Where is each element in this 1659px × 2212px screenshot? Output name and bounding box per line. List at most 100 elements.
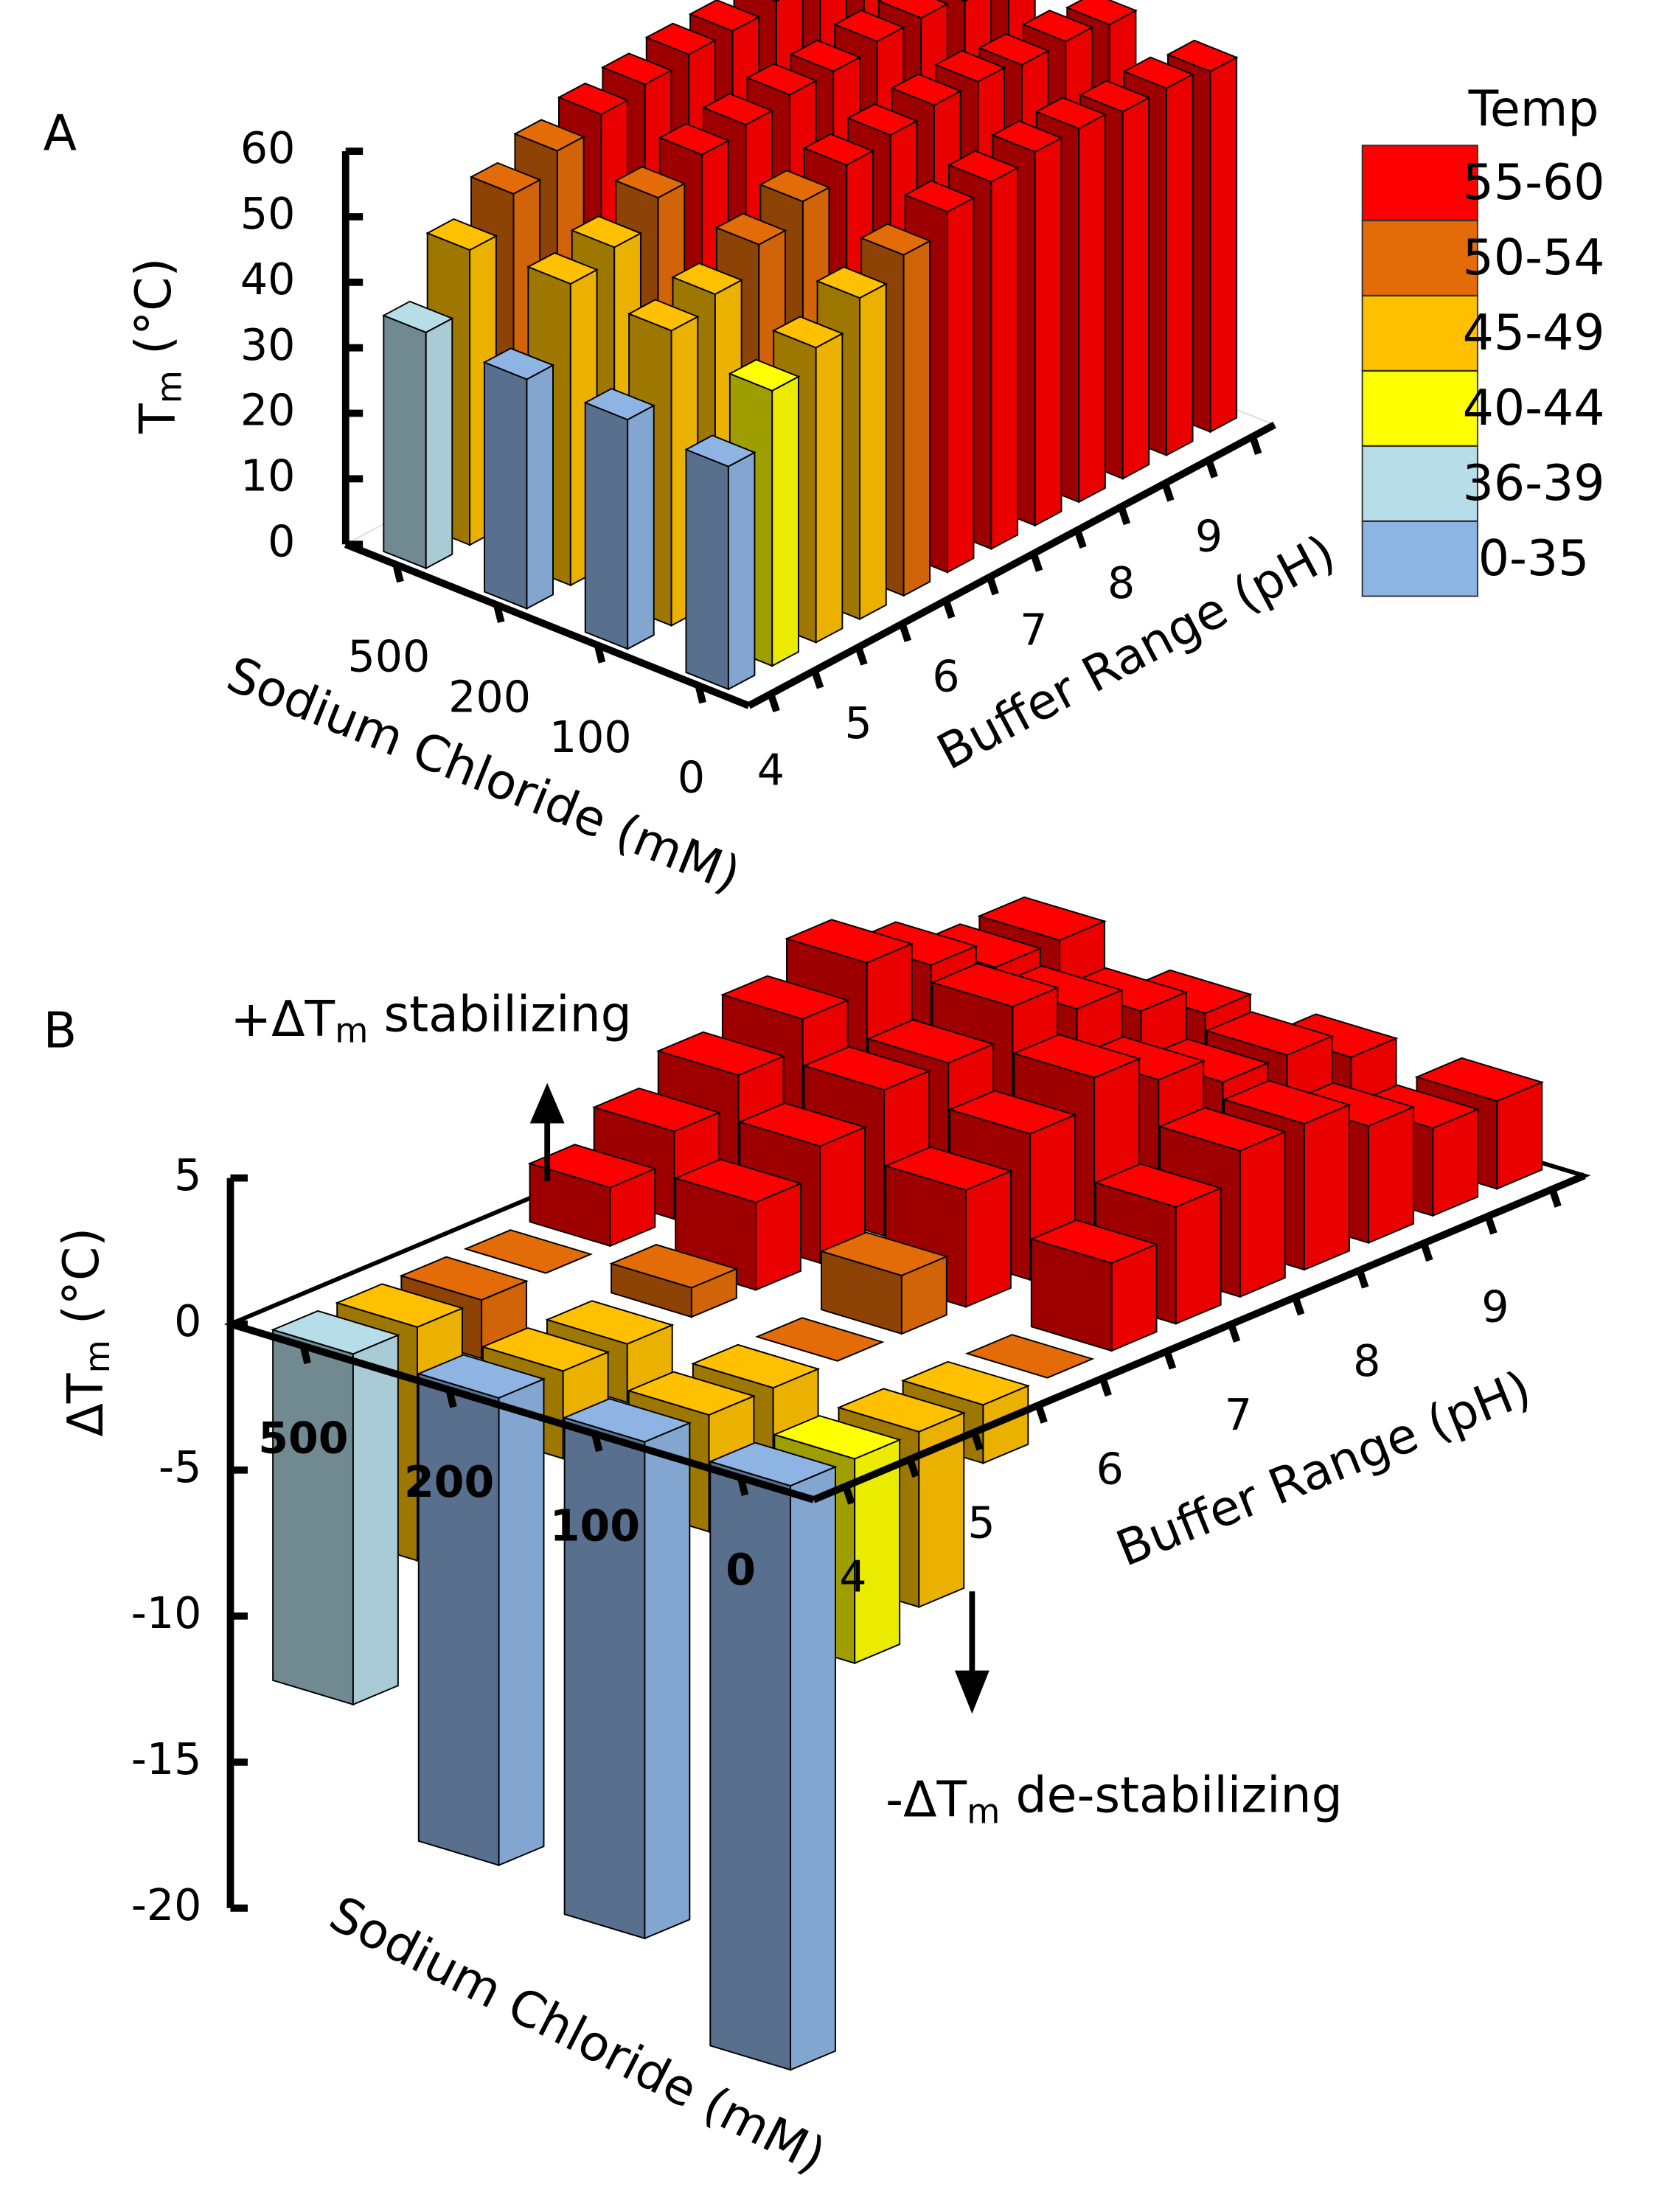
bar-top <box>701 93 774 126</box>
x-tick <box>1484 1214 1498 1235</box>
legend-label: 36-39 <box>1463 454 1605 512</box>
bar-top <box>960 0 969 2</box>
bar-top <box>785 919 914 964</box>
bar-top <box>877 0 950 19</box>
bar-top <box>513 119 585 152</box>
bar-front <box>1303 1103 1350 1271</box>
legend-title: Temp <box>1468 80 1599 137</box>
x-tick <box>1292 1295 1305 1316</box>
y-tick-label: 0 <box>174 1296 201 1346</box>
bar-top <box>416 1354 546 1399</box>
bar-side <box>685 448 729 691</box>
bar-top <box>771 316 844 349</box>
bar-top <box>335 1283 465 1328</box>
x-tick <box>1099 1377 1112 1397</box>
x-tick <box>1205 459 1218 479</box>
legend-swatch <box>1361 521 1478 597</box>
bar-top <box>832 9 905 43</box>
x-tick-label: 6 <box>1096 1444 1124 1494</box>
x-tick <box>1228 1323 1241 1343</box>
bar <box>271 1310 400 1706</box>
bar-front <box>727 451 756 691</box>
x-tick <box>767 692 780 713</box>
y-tick-label: -5 <box>159 1442 201 1492</box>
bar-top <box>671 262 743 296</box>
bar-top <box>688 0 761 32</box>
bar <box>708 1441 838 2071</box>
bar-top <box>714 212 787 246</box>
y-tick-label: 40 <box>240 254 296 305</box>
y-tick-label: 10 <box>240 451 296 501</box>
bar-top <box>947 150 1020 183</box>
bar-front <box>1209 56 1238 434</box>
bar-top <box>482 347 555 380</box>
bar-top <box>481 1326 611 1372</box>
bar-top <box>382 300 454 333</box>
bar-side <box>563 1416 646 1940</box>
bar-front <box>902 240 931 597</box>
bar-top <box>759 170 831 203</box>
x-tick <box>906 1458 919 1478</box>
y-tick-label: 30 <box>240 320 296 370</box>
bar-top <box>737 1102 867 1147</box>
bar-front <box>790 1465 836 2071</box>
x-axis <box>812 1172 1586 1503</box>
y-axis-title: Tm (°C) <box>125 258 189 434</box>
bar-top <box>1012 1034 1141 1079</box>
bar <box>1029 1219 1159 1352</box>
bar-top <box>900 1360 1031 1406</box>
z-tick <box>299 1345 311 1365</box>
z-tick <box>392 563 404 583</box>
x-tick-label: 7 <box>1020 605 1047 655</box>
legend-label: 55-60 <box>1463 153 1605 211</box>
x-tick <box>811 669 824 689</box>
bar-front <box>1121 96 1150 480</box>
y-tick-label: 0 <box>268 516 295 566</box>
bar <box>482 347 555 611</box>
x-tick <box>986 575 999 596</box>
bar-front <box>498 1377 545 1867</box>
bar-top <box>527 1144 658 1189</box>
legend-swatch <box>1361 295 1478 372</box>
bar-top <box>933 49 1006 83</box>
bar-top <box>745 63 818 96</box>
z-axis <box>229 1321 815 1503</box>
bar-top <box>846 103 919 136</box>
z-tick-label: 0 <box>726 1545 756 1595</box>
bar <box>527 1144 658 1248</box>
bar-top <box>720 975 850 1020</box>
x-tick <box>1074 529 1087 549</box>
bar-side <box>484 361 528 610</box>
legend-label: 50-54 <box>1463 229 1605 286</box>
y-tick-label: 60 <box>240 123 296 173</box>
bar-top <box>271 1310 400 1355</box>
z-tick <box>594 644 606 664</box>
x-tick <box>1249 435 1262 456</box>
bar-top <box>978 32 1050 66</box>
bar <box>819 1231 949 1335</box>
bar-top <box>859 223 932 256</box>
z-axis <box>344 540 751 709</box>
bar-top <box>1034 97 1107 130</box>
bar <box>382 300 454 570</box>
y-tick-label: 5 <box>174 1150 201 1200</box>
x-tick <box>1030 552 1043 572</box>
bar-front <box>964 1169 1012 1308</box>
x-tick <box>1356 1269 1369 1289</box>
x-tick-label: 8 <box>1353 1336 1380 1386</box>
bar-top <box>772 1415 902 1460</box>
down-arrow <box>954 1591 990 1714</box>
legend-swatch <box>1361 445 1478 522</box>
z-tick <box>493 604 505 623</box>
bar-front <box>1239 1130 1286 1298</box>
bar-top <box>1414 1057 1545 1102</box>
bar <box>562 1398 692 1940</box>
x-tick <box>898 622 912 642</box>
x-tick <box>1161 481 1175 502</box>
bar-top <box>1065 0 1138 26</box>
bar <box>964 1334 1095 1379</box>
x-tick <box>942 599 956 619</box>
z-tick <box>737 1477 749 1496</box>
z-tick-label: 500 <box>347 632 430 682</box>
bar-top <box>1222 1079 1352 1125</box>
